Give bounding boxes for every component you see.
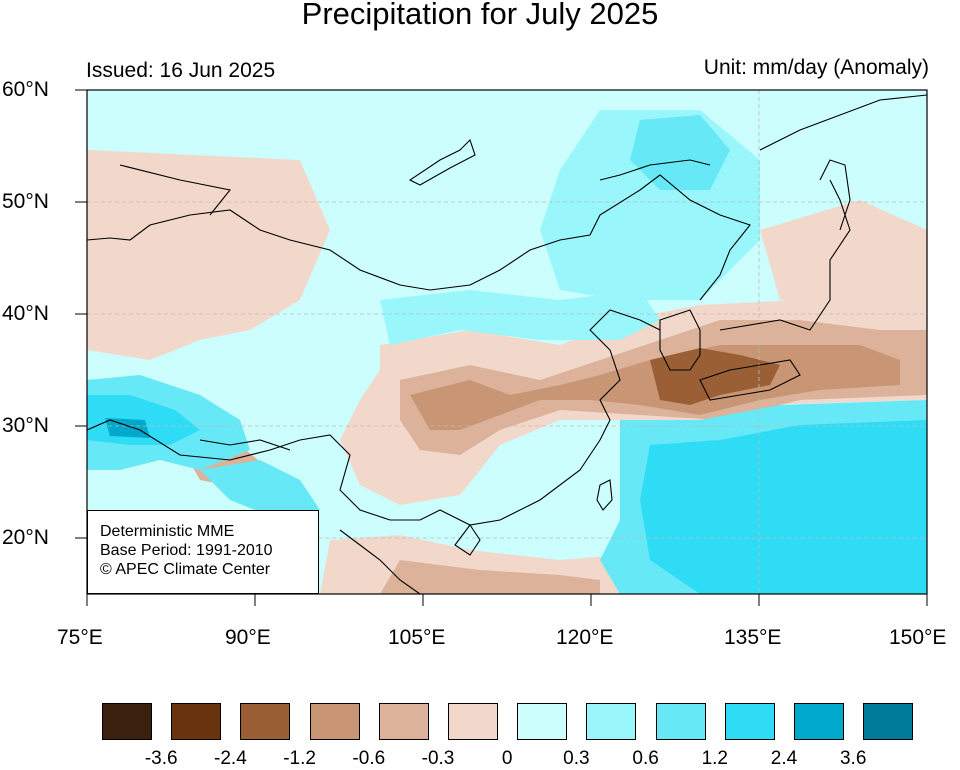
wet-region-bay-of-bengal [200,460,320,520]
colorbar-swatch [724,703,775,740]
colorbar-swatch [309,703,360,740]
dry-region-indochina [380,560,600,594]
lon-label-90e: 90°E [225,626,271,649]
colorbar-swatch [378,703,429,740]
colorbar-label: 0.6 [632,748,659,769]
issued-date: Issued: 16 Jun 2025 [86,59,276,82]
info-box: Deterministic MME Base Period: 1991-2010… [87,510,319,594]
colorbar-swatch [794,703,844,740]
colorbar-label: 1.2 [701,748,729,769]
info-line-credit: © APEC Climate Center [100,561,271,578]
wet-region-north-china [380,290,660,345]
colorbar-swatch [586,703,637,740]
anomaly-field [87,110,927,594]
lat-label-30n: 30°N [2,414,49,437]
lon-label-135e: 135°E [724,626,782,649]
lat-label-40n: 40°N [2,302,49,325]
coastlines-and-borders [87,94,927,594]
colorbar-swatch [448,703,498,740]
colorbar-swatch [863,703,914,740]
colorbar-label: 0.3 [563,748,590,769]
colorbar-label: -0.6 [352,748,386,769]
colorbar-label: -2.4 [214,748,247,769]
colorbar-label: 0 [501,748,513,769]
colorbar-swatch [517,703,568,740]
lat-label-60n: 60°N [2,78,49,101]
axis-ticks [75,89,928,606]
dry-region-central-asia [87,150,330,360]
lon-label-105e: 105°E [388,626,446,649]
colorbar-swatch [171,703,222,740]
colorbar-label: 3.6 [839,748,867,769]
colorbar-label: 2.4 [770,748,798,769]
colorbar-swatch [655,703,706,740]
colorbar-swatch [102,703,152,740]
info-line-base-period: Base Period: 1991-2010 [100,542,273,559]
dry-region-north-pacific [760,200,927,310]
info-line-model: Deterministic MME [100,523,235,540]
dry-region-korea-japan [650,348,780,405]
colorbar-swatch [240,703,291,740]
lon-label-150e: 150°E [889,626,947,649]
lat-label-50n: 50°N [2,190,49,213]
wet-region-eastern-siberia [630,115,730,190]
lon-label-120e: 120°E [556,626,614,649]
wet-region-pacific-core [640,420,927,594]
lon-label-75e: 75°E [57,626,103,649]
map-title: Precipitation for July 2025 [301,0,659,31]
wet-region-india-peak [105,418,150,438]
colorbar-label: -0.3 [421,748,455,769]
unit-label: Unit: mm/day (Anomaly) [703,56,929,79]
colorbar-label: -3.6 [144,748,178,769]
lat-label-20n: 20°N [2,526,49,549]
colorbar-label: -1.2 [283,748,316,769]
